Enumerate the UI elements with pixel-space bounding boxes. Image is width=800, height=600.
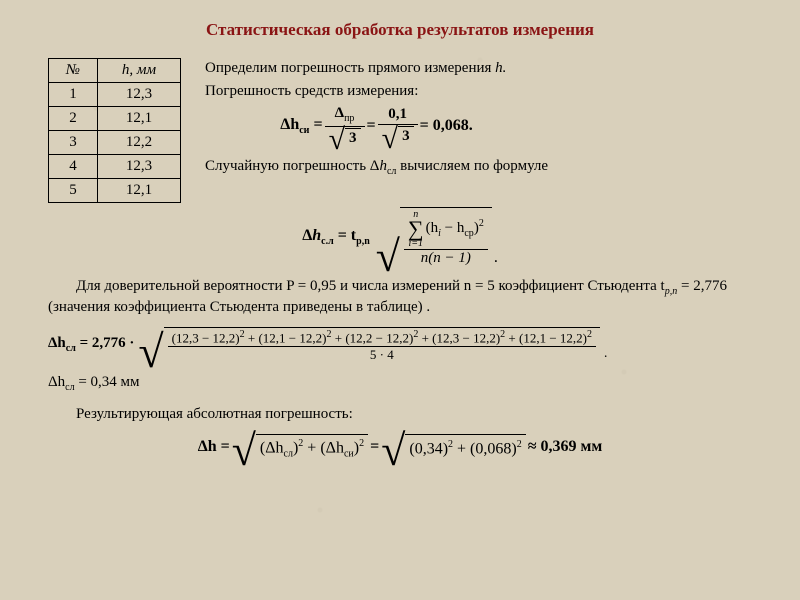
table-row: 112,3 [49, 83, 181, 107]
text-define-error: Определим погрешность прямого измерения … [205, 60, 548, 77]
table-row: 212,1 [49, 107, 181, 131]
th-h: h, мм [98, 59, 181, 83]
table-row: 312,2 [49, 131, 181, 155]
table-row: 512,1 [49, 179, 181, 203]
page-title: Статистическая обработка результатов изм… [48, 20, 752, 40]
formula-numeric-expansion: Δhсл = 2,776 · √ (12,3 − 12,2)2 + (12,1 … [48, 327, 752, 362]
table-row: 412,3 [49, 155, 181, 179]
text-student-coeff: Для доверительной вероятности P = 0,95 и… [48, 277, 752, 317]
th-n: № [49, 59, 98, 83]
formula-instrument-error: Δhси = Δпр √3 = 0,1 √3 = 0,068. [205, 106, 548, 146]
measurements-table: № h, мм 112,3 212,1 312,2 412,3 512,1 [48, 58, 181, 203]
text-random-error: Случайную погрешность Δhсл вычисляем по … [205, 158, 548, 177]
formula-resulting-error: Δh = √ (Δhсл)2 + (Δhси)2 = √ (0,34)2 + (… [48, 434, 752, 460]
text-instr-error: Погрешность средств измерения: [205, 83, 548, 100]
text-result-label: Результирующая абсолютная погрешность: [48, 405, 752, 424]
formula-random-error: Δhс.л = tp,n √ n ∑ i=1 (hi − hср)2 [48, 207, 752, 267]
